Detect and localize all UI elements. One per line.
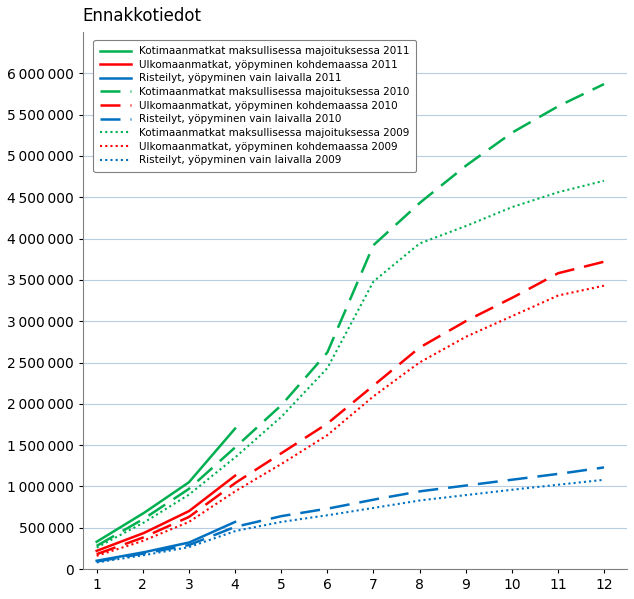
Line: Risteilyt, yöpyminen vain laivalla 2010: Risteilyt, yöpyminen vain laivalla 2010 [96,467,604,562]
Kotimaanmatkat maksullisessa majoituksessa 2010 [403,211,411,218]
Risteilyt, yöpyminen vain laivalla 2011 [209,528,217,536]
Kotimaanmatkat maksullisessa majoituksessa 2011 [175,486,183,493]
Ulkomaanmatkat, yöpyminen kohdemaassa 2011 [231,472,239,479]
Ulkomaanmatkat, yöpyminen kohdemaassa 2010 [553,270,560,277]
Kotimaanmatkat maksullisessa majoituksessa 2010 [395,219,403,226]
Risteilyt, yöpyminen vain laivalla 2010 [521,474,528,482]
Kotimaanmatkat maksullisessa majoituksessa 2011 [93,538,101,545]
Text: Ennakkotiedot: Ennakkotiedot [83,7,202,25]
Risteilyt, yöpyminen vain laivalla 2009 [94,558,102,565]
Risteilyt, yöpyminen vain laivalla 2009 [600,476,608,483]
Risteilyt, yöpyminen vain laivalla 2011 [93,557,100,564]
Risteilyt, yöpyminen vain laivalla 2009 [403,499,411,506]
Ulkomaanmatkat, yöpyminen kohdemaassa 2009 [521,307,528,314]
Ulkomaanmatkat, yöpyminen kohdemaassa 2009 [94,552,102,559]
Line: Ulkomaanmatkat, yöpyminen kohdemaassa 2009: Ulkomaanmatkat, yöpyminen kohdemaassa 20… [96,286,604,556]
Ulkomaanmatkat, yöpyminen kohdemaassa 2010 [93,550,100,558]
Kotimaanmatkat maksullisessa majoituksessa 2010 [93,542,100,549]
Kotimaanmatkat maksullisessa majoituksessa 2011 [93,538,100,545]
Risteilyt, yöpyminen vain laivalla 2011 [231,518,239,525]
Legend: Kotimaanmatkat maksullisessa majoituksessa 2011, Ulkomaanmatkat, yöpyminen kohde: Kotimaanmatkat maksullisessa majoitukses… [93,40,416,172]
Risteilyt, yöpyminen vain laivalla 2011 [175,541,183,548]
Line: Ulkomaanmatkat, yöpyminen kohdemaassa 2011: Ulkomaanmatkat, yöpyminen kohdemaassa 20… [96,476,235,551]
Risteilyt, yöpyminen vain laivalla 2009 [395,500,403,507]
Kotimaanmatkat maksullisessa majoituksessa 2009 [521,199,528,207]
Ulkomaanmatkat, yöpyminen kohdemaassa 2011 [175,512,183,519]
Kotimaanmatkat maksullisessa majoituksessa 2010 [94,541,102,549]
Kotimaanmatkat maksullisessa majoituksessa 2011 [218,440,226,447]
Kotimaanmatkat maksullisessa majoituksessa 2009 [403,250,411,258]
Ulkomaanmatkat, yöpyminen kohdemaassa 2010 [393,362,401,370]
Line: Ulkomaanmatkat, yöpyminen kohdemaassa 2010: Ulkomaanmatkat, yöpyminen kohdemaassa 20… [96,262,604,554]
Kotimaanmatkat maksullisessa majoituksessa 2009 [94,543,102,550]
Line: Kotimaanmatkat maksullisessa majoituksessa 2011: Kotimaanmatkat maksullisessa majoitukses… [96,429,235,541]
Kotimaanmatkat maksullisessa majoituksessa 2010 [393,220,401,227]
Ulkomaanmatkat, yöpyminen kohdemaassa 2009 [393,376,401,383]
Risteilyt, yöpyminen vain laivalla 2009 [553,482,560,489]
Kotimaanmatkat maksullisessa majoituksessa 2009 [600,177,608,184]
Kotimaanmatkat maksullisessa majoituksessa 2011 [209,450,217,458]
Line: Risteilyt, yöpyminen vain laivalla 2011: Risteilyt, yöpyminen vain laivalla 2011 [96,522,235,561]
Risteilyt, yöpyminen vain laivalla 2009 [93,559,100,566]
Kotimaanmatkat maksullisessa majoituksessa 2011 [175,485,183,492]
Kotimaanmatkat maksullisessa majoituksessa 2009 [395,257,403,264]
Ulkomaanmatkat, yöpyminen kohdemaassa 2009 [403,368,411,375]
Line: Risteilyt, yöpyminen vain laivalla 2009: Risteilyt, yöpyminen vain laivalla 2009 [96,480,604,562]
Kotimaanmatkat maksullisessa majoituksessa 2009 [553,189,560,196]
Risteilyt, yöpyminen vain laivalla 2011 [93,557,101,564]
Risteilyt, yöpyminen vain laivalla 2009 [521,485,528,492]
Line: Kotimaanmatkat maksullisessa majoituksessa 2010: Kotimaanmatkat maksullisessa majoitukses… [96,84,604,546]
Ulkomaanmatkat, yöpyminen kohdemaassa 2009 [395,374,403,382]
Ulkomaanmatkat, yöpyminen kohdemaassa 2010 [94,550,102,557]
Risteilyt, yöpyminen vain laivalla 2011 [218,524,226,531]
Ulkomaanmatkat, yöpyminen kohdemaassa 2011 [209,489,217,496]
Risteilyt, yöpyminen vain laivalla 2009 [393,501,401,508]
Risteilyt, yöpyminen vain laivalla 2010 [94,558,102,565]
Ulkomaanmatkat, yöpyminen kohdemaassa 2010 [403,354,411,361]
Ulkomaanmatkat, yöpyminen kohdemaassa 2010 [521,288,528,295]
Kotimaanmatkat maksullisessa majoituksessa 2010 [521,122,528,129]
Ulkomaanmatkat, yöpyminen kohdemaassa 2009 [93,552,100,559]
Risteilyt, yöpyminen vain laivalla 2011 [178,541,185,548]
Kotimaanmatkat maksullisessa majoituksessa 2010 [600,80,608,87]
Risteilyt, yöpyminen vain laivalla 2010 [600,464,608,471]
Ulkomaanmatkat, yöpyminen kohdemaassa 2009 [553,293,560,300]
Ulkomaanmatkat, yöpyminen kohdemaassa 2011 [218,482,226,489]
Ulkomaanmatkat, yöpyminen kohdemaassa 2011 [178,512,185,519]
Ulkomaanmatkat, yöpyminen kohdemaassa 2011 [175,513,183,520]
Ulkomaanmatkat, yöpyminen kohdemaassa 2011 [93,547,101,554]
Ulkomaanmatkat, yöpyminen kohdemaassa 2010 [600,258,608,265]
Kotimaanmatkat maksullisessa majoituksessa 2009 [393,259,401,266]
Risteilyt, yöpyminen vain laivalla 2010 [403,490,411,497]
Risteilyt, yöpyminen vain laivalla 2010 [553,471,560,478]
Kotimaanmatkat maksullisessa majoituksessa 2010 [553,104,560,111]
Line: Kotimaanmatkat maksullisessa majoituksessa 2009: Kotimaanmatkat maksullisessa majoitukses… [96,181,604,547]
Risteilyt, yöpyminen vain laivalla 2011 [175,541,183,549]
Ulkomaanmatkat, yöpyminen kohdemaassa 2009 [600,282,608,289]
Ulkomaanmatkat, yöpyminen kohdemaassa 2010 [395,361,403,368]
Risteilyt, yöpyminen vain laivalla 2010 [393,492,401,499]
Risteilyt, yöpyminen vain laivalla 2010 [395,492,403,499]
Kotimaanmatkat maksullisessa majoituksessa 2009 [93,544,100,551]
Kotimaanmatkat maksullisessa majoituksessa 2011 [178,484,185,491]
Kotimaanmatkat maksullisessa majoituksessa 2011 [231,425,239,432]
Ulkomaanmatkat, yöpyminen kohdemaassa 2011 [93,547,100,555]
Risteilyt, yöpyminen vain laivalla 2010 [93,558,100,565]
